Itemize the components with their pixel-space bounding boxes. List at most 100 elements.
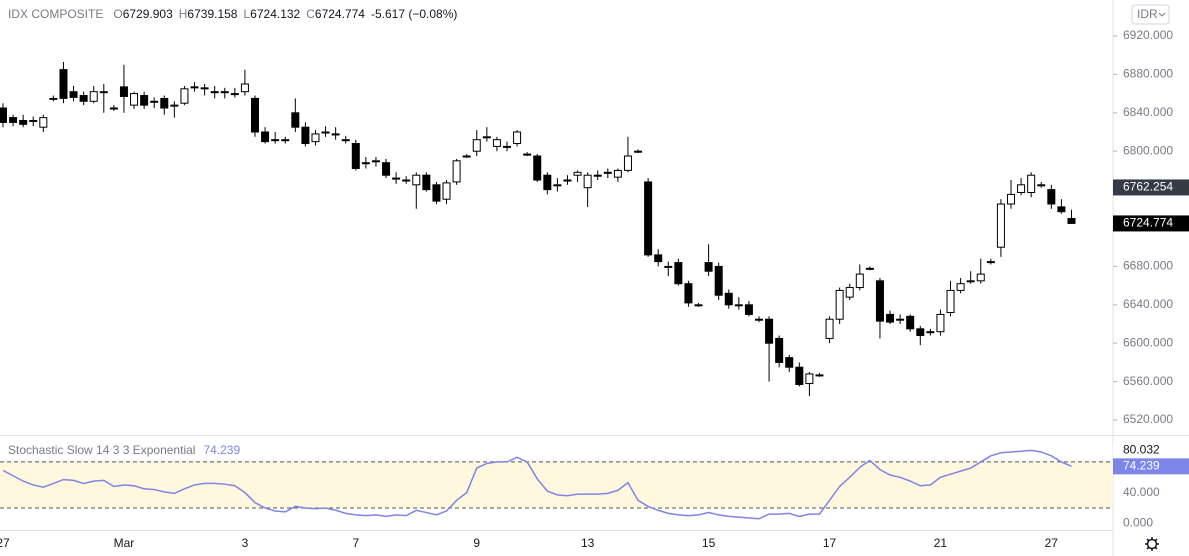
candle-body [59,69,68,99]
candle-body [119,86,128,97]
candle-body [291,112,300,128]
y-tick-label: 40.000 [1123,485,1160,499]
candle-body [563,179,572,182]
candle-body [361,162,370,165]
candle-body [371,160,380,163]
y-tick-label: 6520.000 [1123,412,1173,426]
candle-body [492,139,501,147]
candle-body [664,265,673,268]
candle-body [442,182,451,200]
candle-body [130,93,139,106]
candle-body [109,107,118,110]
candle-body [684,283,693,304]
x-tick-label: 13 [581,536,595,550]
indicator-title: Stochastic Slow 14 3 3 Exponential [8,443,195,457]
candle-body [805,373,814,385]
currency-button[interactable]: IDR [1131,4,1170,25]
candle-body [583,174,592,189]
candle-body [966,280,975,283]
candle-body [513,131,522,145]
candle-body [422,174,431,191]
x-tick-label: 9 [473,536,480,550]
candle-body [220,91,229,94]
price-tag [1113,458,1189,475]
price-tag-label: 74.239 [1123,459,1160,473]
candle-body [271,139,280,142]
candle-body [1067,218,1076,224]
candle-body [765,318,774,344]
candle-body [49,97,58,100]
indicator-header: Stochastic Slow 14 3 3 Exponential 74.239 [8,443,240,457]
candle-body [180,88,189,104]
field-label: L [243,7,250,21]
candle-body [29,119,38,122]
y-tick-label: 6920.000 [1123,28,1173,42]
gear [1146,538,1158,550]
candle-body [795,366,804,386]
candle-body [755,318,763,321]
candle-body [986,261,995,264]
caret [1158,12,1166,17]
candle-body [69,91,78,98]
change: -5.617 (−0.08%) [371,7,457,21]
candle-body [946,289,955,313]
candle-body [240,83,249,93]
settings-button[interactable] [1145,537,1159,551]
price-tag [1113,215,1189,232]
candle-body [916,328,925,337]
candle-body [654,254,663,263]
candle-body [543,174,552,191]
candle-body [160,97,169,109]
x-tick-label: 3 [242,536,249,550]
candle-body [452,160,461,183]
candle-body [623,155,632,171]
candle-body [311,133,320,143]
y-tick-label: 0.000 [1123,515,1153,529]
candle-body [341,139,350,142]
x-tick-label: 27 [1045,536,1059,550]
band [0,461,1113,508]
candle-body [956,283,965,291]
field-value: 6724.774 [315,7,365,21]
candle-body [281,139,290,142]
candle-body [170,104,179,107]
x-tick-label: 21 [934,536,948,550]
candle-body [402,179,411,182]
candle-body [996,203,1005,248]
candle-body [896,318,905,321]
candle-body [634,150,643,153]
field-value: 6724.132 [250,7,300,21]
candle-body [321,131,330,134]
candle-body [734,304,743,307]
candle-body [351,143,360,169]
candle-body [462,155,471,158]
price-tag-label: 6762.254 [1123,180,1173,194]
field-value: 6739.158 [187,7,237,21]
candle-body [825,318,834,339]
price-tag-label: 6724.774 [1123,216,1173,230]
candle-body [593,174,602,177]
candle-body [724,292,733,306]
currency-box [1131,4,1170,25]
field-value: 6729.903 [123,7,173,21]
candle-body [79,95,88,102]
candle-body [1027,174,1036,193]
candle-body [936,313,945,333]
candle-body [190,86,199,89]
x-tick-label: 27 [0,536,10,550]
chart-header: IDX COMPOSITE O6729.903 H6739.158 L6724.132… [8,7,457,21]
candle-body [39,117,48,128]
candle-body [331,133,340,136]
stoch-line [2,449,1072,520]
symbol: IDX COMPOSITE [8,7,103,21]
candle-body [382,162,391,176]
candle-body [855,273,864,289]
y-tick-label: 6680.000 [1123,259,1173,273]
gear-tooth [1154,538,1158,542]
candle-body [694,304,703,307]
x-tick-label: Mar [114,536,135,550]
y-tick-label: 6640.000 [1123,297,1173,311]
candle-body [9,117,18,123]
currency-label: IDR [1137,7,1158,21]
candle-body [210,91,219,94]
